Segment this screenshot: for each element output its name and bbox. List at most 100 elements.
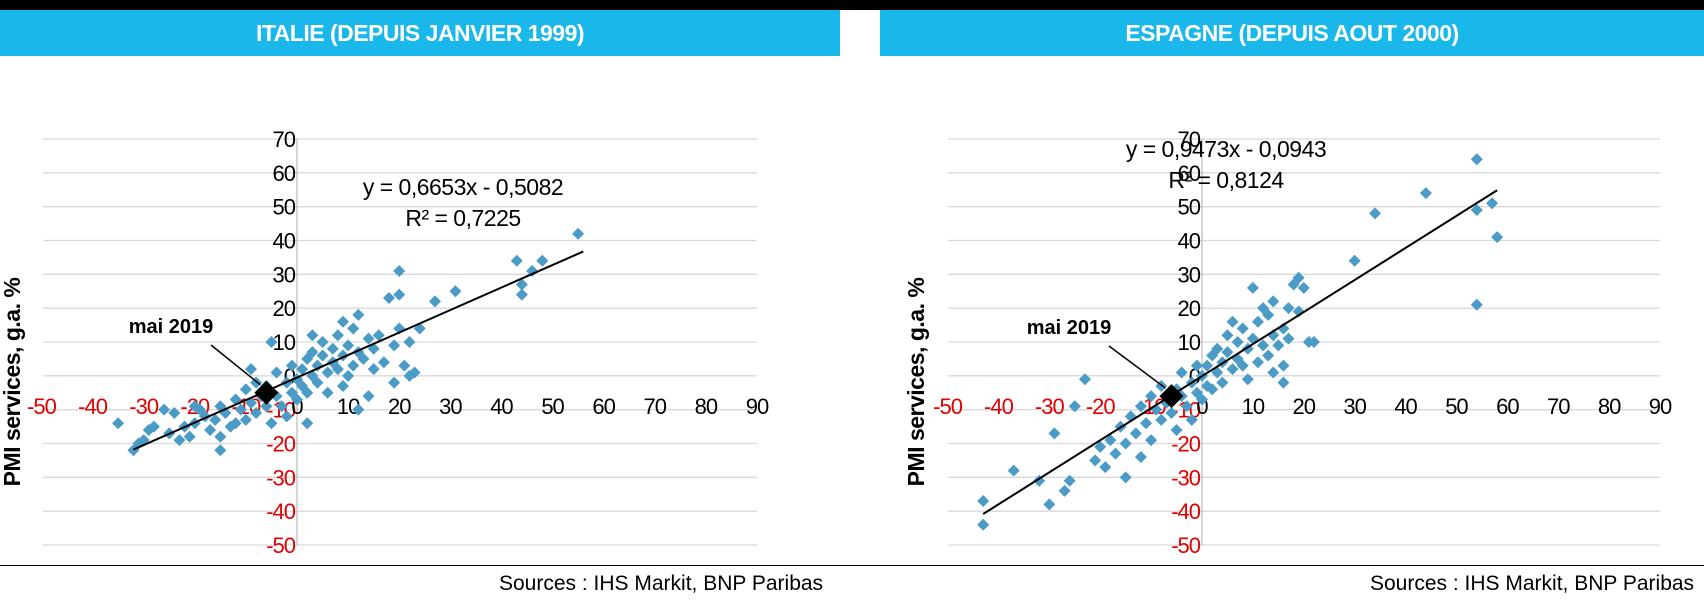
data-point xyxy=(393,264,406,277)
y-tick-label: -20 xyxy=(266,432,296,457)
data-point xyxy=(1257,339,1270,352)
data-point xyxy=(1124,410,1137,423)
data-point xyxy=(1211,366,1224,379)
data-point xyxy=(1043,498,1056,511)
data-point xyxy=(1369,207,1382,220)
data-point xyxy=(352,403,365,416)
x-tick-label: -40 xyxy=(78,394,108,419)
y-tick-label: -50 xyxy=(1171,533,1201,556)
data-point xyxy=(296,363,309,376)
data-point xyxy=(1241,373,1254,386)
annotation-label: mai 2019 xyxy=(129,316,214,338)
data-point xyxy=(352,308,365,321)
data-point xyxy=(383,292,395,305)
data-point xyxy=(1292,271,1305,284)
regression-equation: y = 0,9473x - 0,0943 xyxy=(1126,136,1326,162)
data-point xyxy=(1155,413,1168,426)
data-point xyxy=(1129,427,1142,440)
data-point xyxy=(1058,484,1071,497)
data-point xyxy=(1190,359,1203,372)
scatter-chart-italie: 706050403020100-10-20-30-40-50-50-40-30-… xyxy=(0,127,770,589)
data-point xyxy=(1267,329,1280,342)
y-tick-label: -40 xyxy=(1171,499,1201,524)
data-point xyxy=(347,359,360,372)
data-point xyxy=(367,363,380,376)
data-point xyxy=(1089,454,1102,467)
x-tick-label: 50 xyxy=(1445,394,1468,419)
data-point xyxy=(204,423,217,436)
data-point xyxy=(1419,187,1432,200)
data-point xyxy=(337,379,349,392)
x-tick-label: 70 xyxy=(644,394,667,419)
data-point xyxy=(1231,336,1244,348)
data-point xyxy=(209,413,222,426)
y-tick-label: 50 xyxy=(1178,195,1201,220)
data-point xyxy=(1007,464,1020,477)
trendline xyxy=(133,250,584,451)
source-note-right: Sources : IHS Markit, BNP Paribas xyxy=(1370,572,1695,595)
y-tick-label: 20 xyxy=(1178,296,1201,321)
data-point xyxy=(1150,403,1163,416)
data-point xyxy=(342,369,355,382)
data-point xyxy=(1241,342,1254,355)
data-point xyxy=(301,417,314,430)
y-tick-label: 50 xyxy=(273,195,296,220)
x-tick-label: -50 xyxy=(933,394,963,419)
data-point xyxy=(265,417,278,430)
data-point xyxy=(1119,437,1132,450)
data-point xyxy=(321,366,334,379)
data-point xyxy=(1134,400,1147,413)
data-point xyxy=(270,366,283,379)
data-point xyxy=(1226,363,1239,376)
x-tick-label: -30 xyxy=(129,394,159,419)
data-point xyxy=(280,410,293,423)
x-tick-label: 10 xyxy=(1242,394,1265,419)
data-point xyxy=(1491,231,1504,244)
data-point xyxy=(1185,413,1198,426)
data-point xyxy=(188,400,201,413)
data-point xyxy=(311,376,324,389)
data-point xyxy=(1155,379,1168,392)
annotation-arrow xyxy=(210,344,261,386)
data-point xyxy=(337,315,349,328)
data-point xyxy=(1145,434,1158,447)
data-point xyxy=(301,386,314,399)
trendline xyxy=(982,189,1498,515)
data-point xyxy=(1221,346,1234,359)
data-point xyxy=(321,386,334,399)
data-point xyxy=(1211,342,1224,355)
data-point xyxy=(1236,359,1249,372)
data-point xyxy=(1246,332,1259,345)
data-point xyxy=(239,413,252,426)
data-point xyxy=(1175,366,1188,379)
data-point xyxy=(1063,474,1076,487)
gridlines xyxy=(43,138,757,546)
y-tick-label: 10 xyxy=(1178,330,1201,355)
y-tick-label: 60 xyxy=(1178,161,1201,186)
y-tick-label: 70 xyxy=(1178,127,1201,152)
data-point xyxy=(388,376,401,389)
data-point xyxy=(1348,254,1361,267)
data-point xyxy=(1104,434,1117,447)
data-point xyxy=(977,495,990,508)
data-point xyxy=(526,264,539,277)
data-point xyxy=(1206,383,1219,396)
x-tick-label: -50 xyxy=(27,394,57,419)
data-point xyxy=(1134,451,1147,464)
chart-title: ESPAGNE (DEPUIS AOUT 2000) xyxy=(1125,19,1459,46)
source-note-left: Sources : IHS Markit, BNP Paribas xyxy=(499,572,824,595)
data-point xyxy=(183,430,196,443)
y-tick-label: 60 xyxy=(273,161,296,186)
y-tick-label: -20 xyxy=(1171,432,1201,457)
data-point xyxy=(265,336,278,348)
data-point xyxy=(403,336,416,348)
data-point xyxy=(168,407,181,420)
data-point xyxy=(245,363,257,376)
data-point xyxy=(1216,376,1229,389)
x-tick-label: 50 xyxy=(541,394,564,419)
y-tick-label: -30 xyxy=(1171,465,1201,490)
data-point xyxy=(311,359,324,372)
data-point xyxy=(429,295,441,308)
chart-title-banner: ITALIE (DEPUIS JANVIER 1999) xyxy=(0,10,840,56)
data-point xyxy=(1267,366,1280,379)
